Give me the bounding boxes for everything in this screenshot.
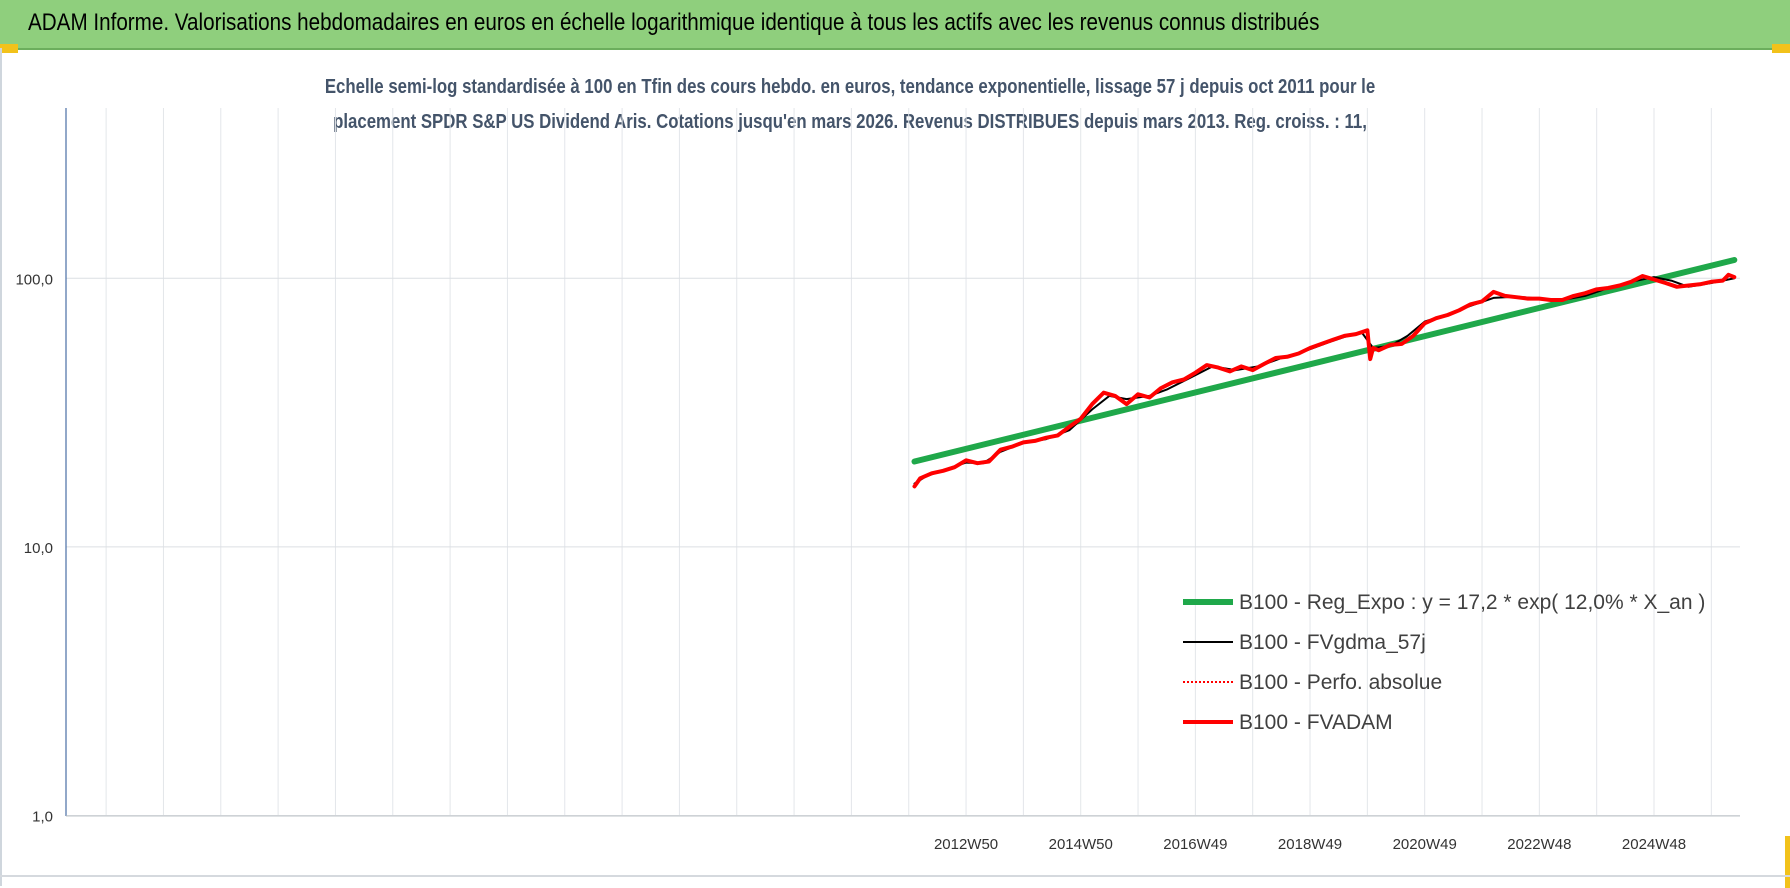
frame-left-edge (0, 48, 2, 886)
x-tick-label: 2012W50 (934, 836, 998, 853)
chart-title-line-1: Echelle semi-log standardisée à 100 en T… (324, 76, 1376, 98)
axis-layer: 1,0 10,0 100,0 2012W50 2014W50 2016W49 2018W49… (15, 108, 1740, 853)
series-line-0 (911, 257, 1738, 465)
y-tick-label: 1,0 (32, 809, 53, 826)
corner-marker-top-right (1772, 44, 1790, 53)
x-tick-label: 2016W49 (1163, 836, 1227, 853)
x-tick-label: 2014W50 (1049, 836, 1113, 853)
y-tick-label: 10,0 (24, 540, 53, 557)
x-tick-label: 2020W49 (1393, 836, 1457, 853)
legend-label-1: B100 - FVgdma_57j (1239, 631, 1426, 654)
legend-label-0: B100 - Reg_Expo : y = 17,2 * exp( 12,0% … (1239, 591, 1705, 614)
header-banner: ADAM Informe. Valorisations hebdomadaire… (0, 0, 1790, 50)
series-line-1 (913, 276, 1736, 485)
legend: B100 - Reg_Expo : y = 17,2 * exp( 12,0% … (1183, 591, 1705, 734)
x-tick-label: 2018W49 (1278, 836, 1342, 853)
series-line-3 (912, 272, 1737, 489)
chart-title-line-2: placement SPDR S&P US Dividend Aris. Cot… (333, 111, 1367, 133)
corner-marker-top-left (0, 44, 18, 53)
x-tick-label: 2022W48 (1507, 836, 1571, 853)
grid-layer (66, 108, 1740, 816)
legend-label-3: B100 - FVADAM (1239, 711, 1393, 734)
corner-marker-bottom-right (1785, 836, 1790, 888)
legend-label-2: B100 - Perfo. absolue (1239, 671, 1442, 694)
series-layer (911, 257, 1738, 489)
page-title: ADAM Informe. Valorisations hebdomadaire… (28, 9, 1320, 36)
frame-bottom-edge (0, 875, 1790, 877)
x-tick-label: 2024W48 (1622, 836, 1686, 853)
y-tick-label: 100,0 (15, 271, 53, 288)
